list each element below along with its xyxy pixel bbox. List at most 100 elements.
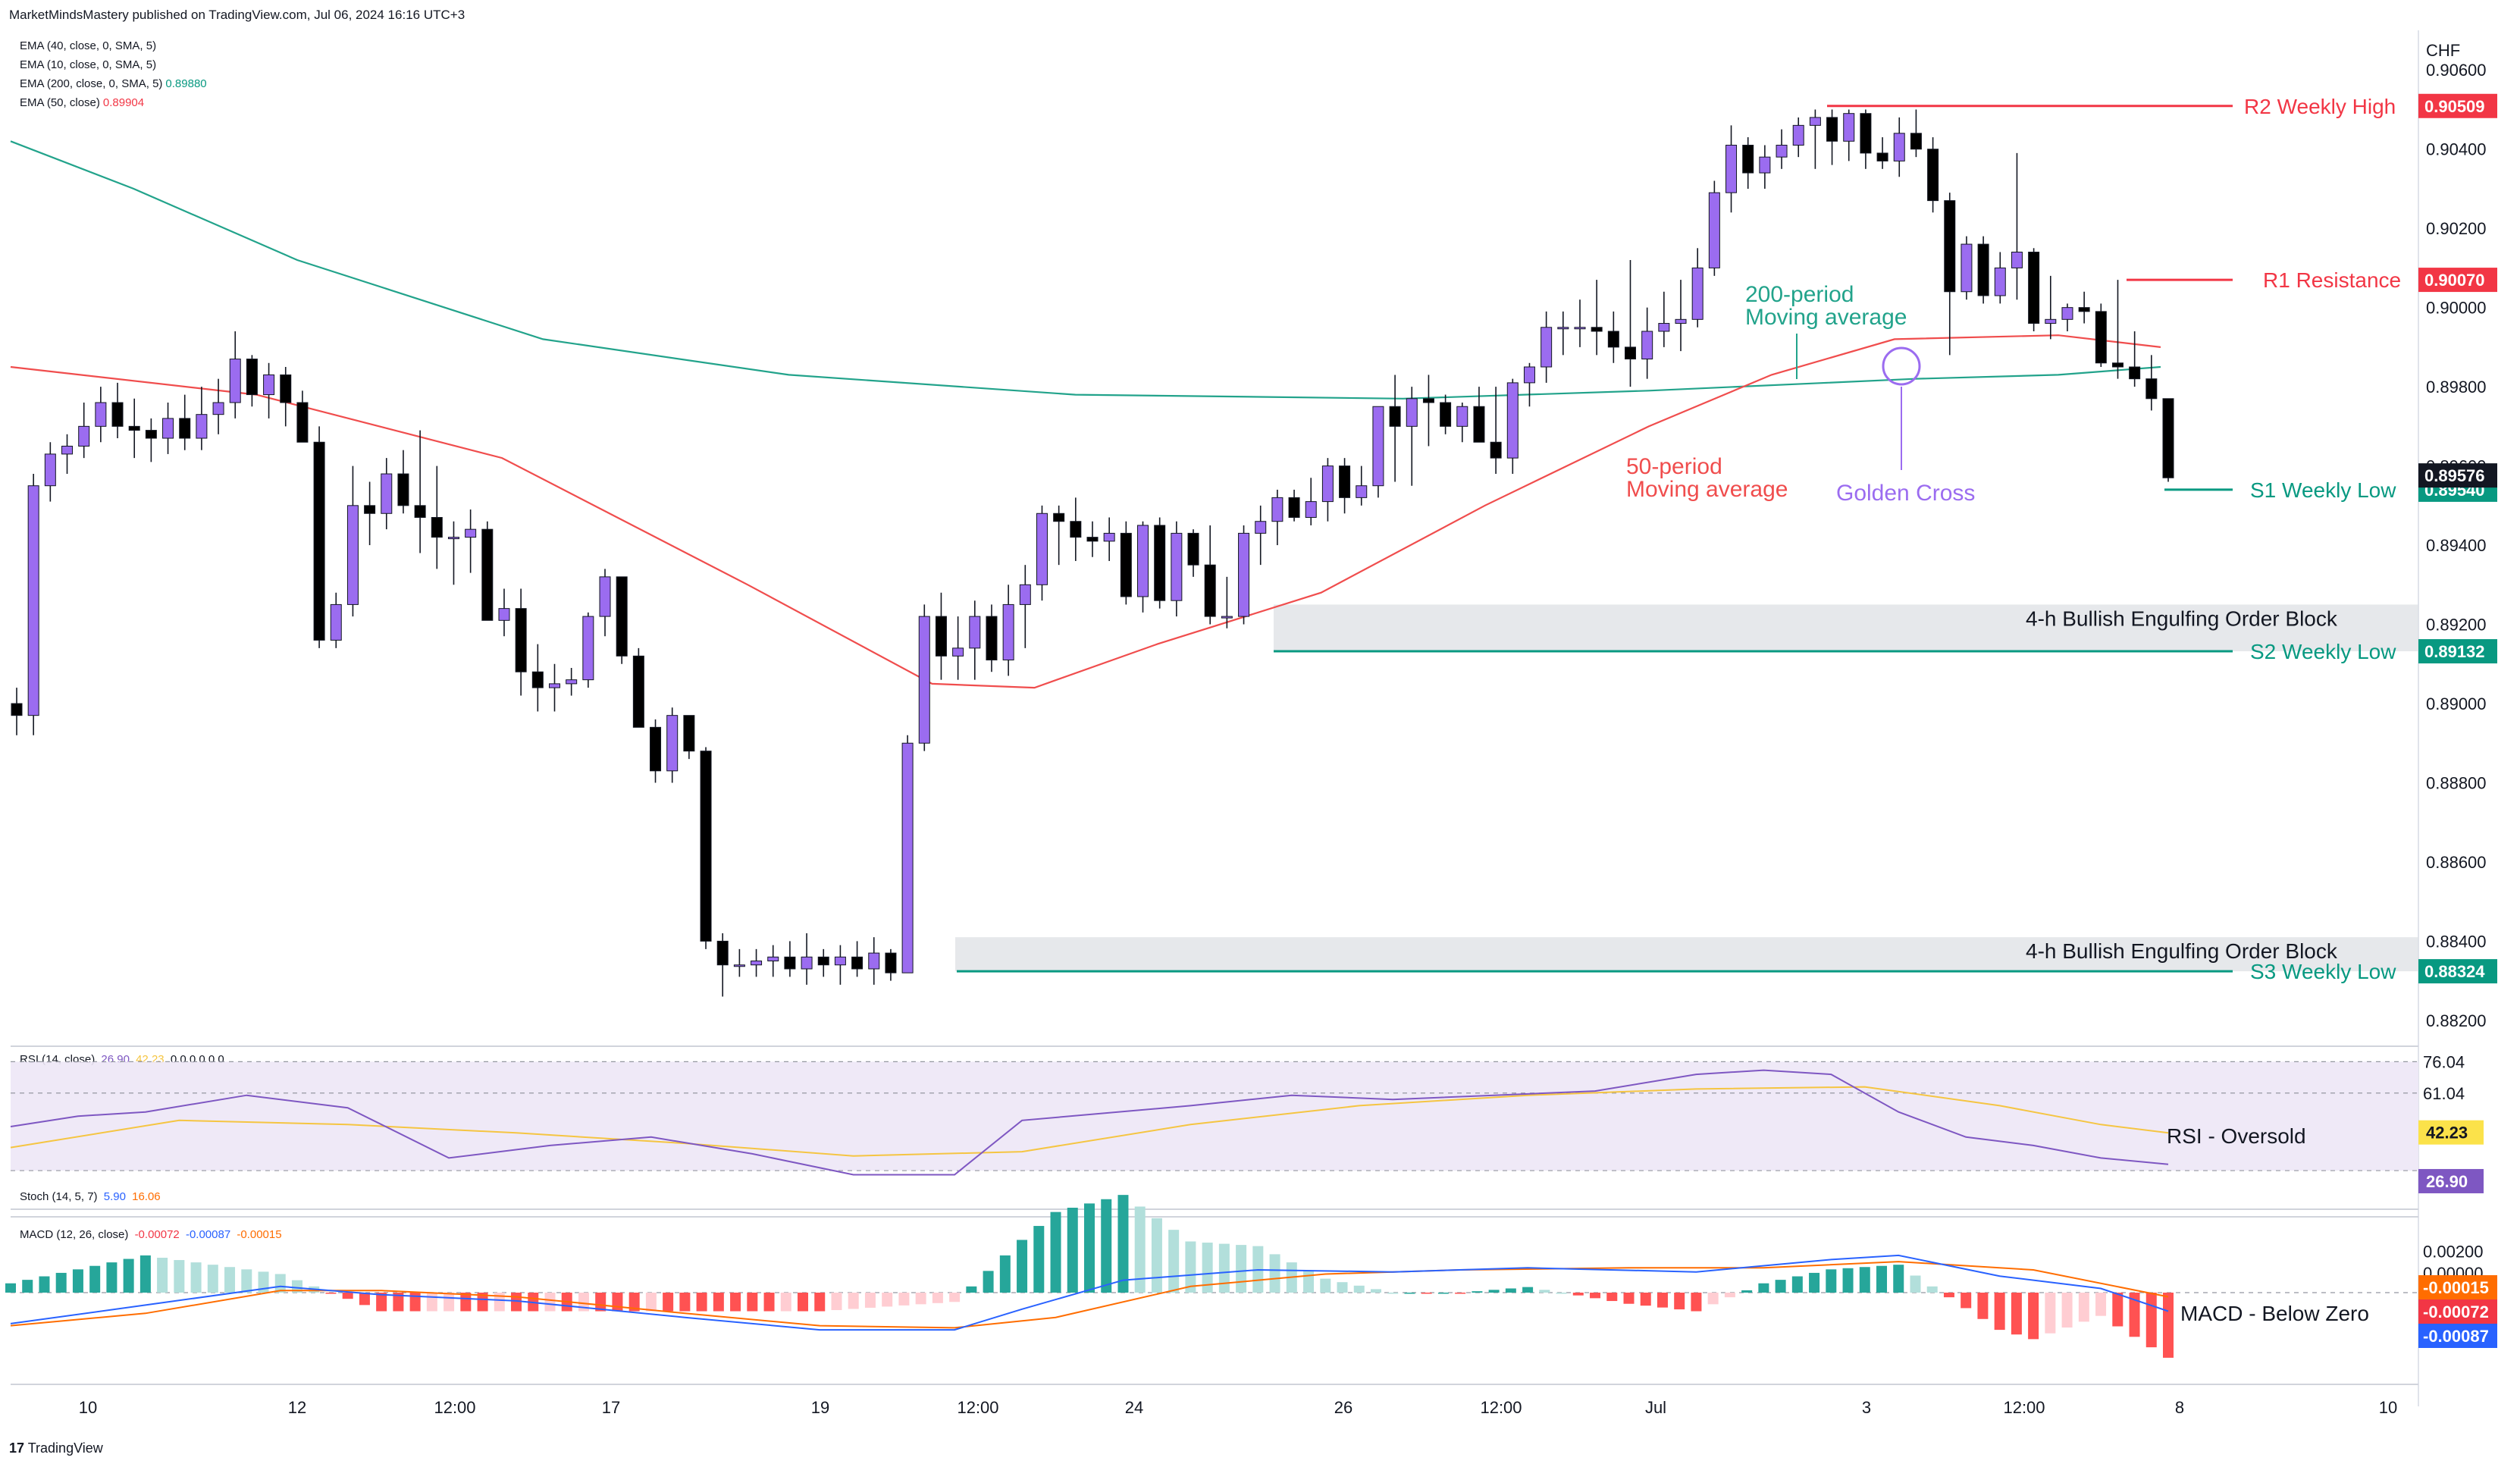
candle-bear — [1422, 398, 1434, 403]
macd-histogram-bar — [1117, 1195, 1129, 1293]
candle-bull — [868, 952, 880, 970]
indicator-ema200[interactable]: EMA (200, close, 0, SMA, 5) 0.89880 — [20, 77, 207, 90]
price-tick-label: 0.90000 — [2426, 299, 2487, 318]
candle-bull — [1809, 117, 1821, 126]
candle-bull — [1356, 485, 1368, 498]
candle-bull — [1456, 406, 1468, 427]
macd-value-badge-text: -0.00087 — [2423, 1327, 2489, 1346]
candle-bull — [212, 402, 224, 415]
level-price-text: 0.90509 — [2424, 97, 2485, 116]
macd-histogram-bar — [663, 1293, 674, 1312]
macd-histogram-bar — [139, 1255, 151, 1293]
indicator-ema10[interactable]: EMA (10, close, 0, SMA, 5) — [20, 58, 159, 71]
ma200-annotation: 200-period — [1745, 282, 1854, 307]
candle-bull — [1221, 616, 1233, 619]
macd-histogram-bar — [983, 1271, 994, 1293]
macd-histogram-bar — [106, 1262, 118, 1293]
candle-bull — [2011, 252, 2023, 268]
macd-histogram-bar — [359, 1293, 370, 1306]
candle-bull — [1961, 243, 1973, 293]
macd-histogram-bar — [763, 1293, 775, 1312]
macd-histogram-bar — [1269, 1254, 1280, 1293]
macd-histogram-bar — [241, 1269, 252, 1293]
candle-bull — [1893, 133, 1905, 161]
candle-bear — [296, 402, 309, 443]
macd-histogram-bar — [1084, 1203, 1095, 1293]
macd-histogram-bar — [2112, 1293, 2124, 1327]
candle-bull — [2045, 318, 2057, 324]
candle-bear — [616, 576, 628, 657]
macd-histogram-bar — [444, 1293, 455, 1312]
macd-histogram-bar — [1017, 1240, 1028, 1293]
level-price-text: 0.90070 — [2424, 271, 2485, 290]
last-price-text: 0.89576 — [2424, 466, 2485, 485]
macd-histogram-bar — [1859, 1267, 1870, 1293]
order-block-label: 4-h Bullish Engulfing Order Block — [2026, 607, 2338, 630]
price-tick-label: 0.89000 — [2426, 694, 2487, 713]
candle-bull — [1759, 156, 1771, 174]
macd-histogram-bar — [409, 1293, 421, 1312]
macd-histogram-bar — [2145, 1293, 2157, 1348]
tradingview-logo[interactable]: 17 TradingView — [9, 1440, 103, 1456]
macd-histogram-bar — [1943, 1293, 1954, 1298]
macd-histogram-bar — [2011, 1293, 2022, 1335]
level-price-badge — [2418, 93, 2497, 118]
macd-below-zero-label: MACD - Below Zero — [2180, 1302, 2369, 1325]
candle-bull — [969, 616, 981, 649]
candle-bear — [2145, 378, 2158, 400]
price-tick-label: 0.90600 — [2426, 61, 2487, 80]
candle-bull — [196, 414, 208, 439]
macd-histogram-bar — [713, 1293, 724, 1312]
candle-bear — [1944, 200, 1956, 293]
macd-histogram-bar — [207, 1265, 218, 1293]
tradingview-logo-text: TradingView — [27, 1440, 103, 1456]
candle-bull — [1658, 323, 1670, 332]
macd-histogram-bar — [2061, 1293, 2073, 1328]
candle-bear — [179, 418, 191, 439]
macd-histogram-bar — [22, 1280, 33, 1293]
stoch-header-k: 5.90 — [103, 1190, 126, 1203]
rsi-value-badge — [2418, 1168, 2484, 1193]
macd-histogram-bar — [174, 1260, 185, 1293]
candle-bull — [1321, 465, 1334, 503]
candle-bull — [1541, 327, 1553, 368]
candle-bear — [1120, 532, 1132, 597]
macd-histogram-bar — [460, 1293, 472, 1312]
candle-bull — [95, 402, 107, 427]
time-tick-label: 12:00 — [957, 1398, 998, 1417]
candle-bull — [1691, 267, 1704, 320]
rsi-ma-badge — [2418, 1120, 2484, 1145]
macd-histogram-bar — [1236, 1245, 1247, 1293]
macd-value-badge — [2418, 1324, 2497, 1348]
macd-histogram-bar — [1590, 1293, 1601, 1299]
candle-bull — [901, 742, 914, 973]
time-tick-label: Jul — [1645, 1398, 1666, 1417]
candle-bear — [1826, 117, 1838, 142]
candle-bull — [1171, 532, 1183, 601]
macd-histogram-bar — [123, 1259, 134, 1293]
golden-cross-label: Golden Cross — [1836, 481, 1975, 506]
candle-bear — [2162, 398, 2174, 478]
candle-bull — [44, 453, 56, 487]
indicator-ema50[interactable]: EMA (50, close) 0.89904 — [20, 96, 144, 109]
macd-histogram-bar — [864, 1293, 876, 1308]
candle-bull — [751, 961, 763, 966]
candle-bull — [549, 683, 560, 688]
candle-bull — [582, 616, 594, 681]
macd-histogram-bar — [1337, 1282, 1348, 1293]
time-tick-label: 12:00 — [1480, 1398, 1522, 1417]
macd-histogram-bar — [1640, 1293, 1651, 1306]
macd-histogram-bar — [1791, 1276, 1803, 1293]
stoch-header[interactable]: Stoch (14, 5, 7) 5.90 16.06 — [20, 1190, 161, 1203]
macd-histogram-bar — [2095, 1293, 2107, 1316]
candle-bear — [128, 425, 140, 431]
macd-histogram-bar — [342, 1293, 353, 1299]
indicator-ema40[interactable]: EMA (40, close, 0, SMA, 5) — [20, 39, 159, 52]
candle-bull — [1019, 584, 1031, 605]
macd-header[interactable]: MACD (12, 26, close) -0.00072 -0.00087 -… — [20, 1228, 282, 1241]
macd-histogram-bar — [1707, 1293, 1719, 1305]
price-tick-label: 0.88200 — [2426, 1011, 2487, 1030]
candle-bear — [885, 952, 897, 973]
